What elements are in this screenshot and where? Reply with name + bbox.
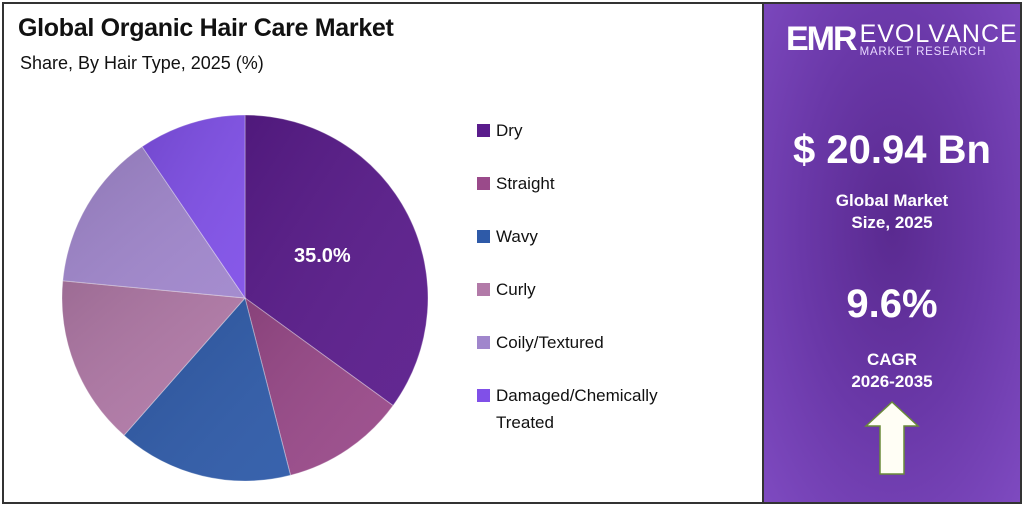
market-size-value: $ 20.94 Bn (793, 128, 991, 172)
slice-shading (245, 115, 428, 406)
emr-logo-icon: EMR (786, 20, 858, 58)
legend-swatch-icon (477, 124, 490, 137)
legend: Dry Straight Wavy Curly Coily/Textured D… (477, 119, 716, 437)
chart-title: Global Organic Hair Care Market (18, 14, 394, 42)
legend-item-coily: Coily/Textured (477, 331, 716, 384)
brand-subtitle: MARKET RESEARCH (859, 45, 987, 58)
legend-swatch-icon (477, 389, 490, 402)
slice-shading (245, 298, 394, 476)
legend-swatch-icon (477, 336, 490, 349)
slice-shading (123, 298, 291, 481)
cagr-value: 9.6% (846, 282, 938, 326)
chart-panel: Global Organic Hair Care Market Share, B… (2, 2, 764, 504)
brand-name: EVOLVANCE (859, 19, 1018, 48)
legend-item-damaged: Damaged/Chemically Treated (477, 384, 716, 437)
brand-logo: EMR EVOLVANCE MARKET RESEARCH (786, 20, 1018, 59)
slice-shading (62, 280, 246, 436)
legend-swatch-icon (477, 177, 490, 190)
market-size-label: Global Market Size, 2025 (835, 191, 949, 232)
pie-svg (61, 114, 429, 482)
slice-shading (62, 146, 245, 298)
slice-shading (142, 115, 245, 298)
legend-item-curly: Curly (477, 278, 716, 331)
legend-swatch-icon (477, 230, 490, 243)
chart-subtitle: Share, By Hair Type, 2025 (%) (20, 53, 264, 73)
legend-swatch-icon (477, 283, 490, 296)
legend-item-straight: Straight (477, 172, 716, 225)
stats-panel: EMR EVOLVANCE MARKET RESEARCH $ 20.94 Bn… (764, 2, 1022, 504)
legend-item-wavy: Wavy (477, 225, 716, 278)
up-arrow-icon (864, 400, 920, 475)
cagr-label: CAGR 2026-2035 (851, 350, 933, 391)
legend-item-dry: Dry (477, 119, 716, 172)
pie-chart (59, 112, 431, 484)
slice-label-dry: 35.0% (294, 245, 351, 267)
